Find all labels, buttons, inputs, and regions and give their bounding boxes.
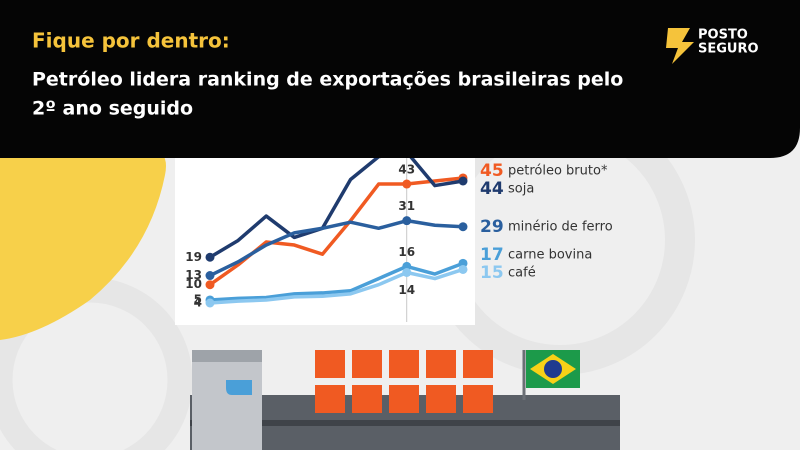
mid-label: 43: [398, 163, 415, 177]
start-label: 13: [185, 268, 202, 282]
series-line: [209, 218, 464, 278]
end-value-label: 44: [480, 179, 504, 199]
header-bar: [0, 0, 800, 158]
end-value-label: 45: [480, 161, 504, 181]
mid-label: 31: [398, 199, 415, 213]
flag-circle: [544, 360, 562, 378]
legend-name: petróleo bruto*: [508, 164, 608, 179]
point: [458, 222, 468, 232]
ship-window: [226, 380, 252, 395]
title: 2º ano seguido: [32, 98, 193, 120]
chart: 10 45 petróleo bruto* 19 44 soja 13 29 minério d…: [185, 147, 613, 310]
ship-cabin: [192, 350, 262, 450]
end-value-label: 15: [480, 263, 504, 283]
ship-stripe: [190, 420, 620, 426]
point: [402, 268, 412, 277]
point: [458, 264, 468, 274]
logo-text: POSTO: [698, 28, 748, 43]
point: [205, 298, 215, 308]
end-value-label: 29: [480, 217, 504, 237]
series-line: [209, 261, 464, 302]
start-label: 10: [185, 277, 202, 291]
point: [458, 176, 468, 186]
legend-name: café: [508, 266, 536, 281]
point: [402, 179, 412, 189]
start-label: 4: [194, 296, 202, 310]
mid-label: 14: [398, 283, 415, 297]
point: [205, 271, 215, 281]
end-value-label: 17: [480, 245, 504, 265]
containers: [315, 350, 493, 413]
yellow-blob: [0, 150, 166, 340]
ship-cabin-roof: [192, 350, 262, 362]
mid-label: 16: [398, 245, 415, 259]
point: [402, 216, 412, 226]
legend-name: soja: [508, 182, 534, 197]
legend-name: minério de ferro: [508, 220, 613, 235]
legend-name: carne bovina: [508, 248, 592, 263]
point: [205, 280, 215, 290]
kicker: Fique por dentro:: [32, 29, 230, 53]
point: [205, 252, 215, 262]
series-line: [209, 150, 464, 259]
logo-icon: [666, 28, 694, 64]
series-line: [209, 267, 464, 305]
start-label: 5: [194, 292, 202, 306]
start-label: 19: [185, 250, 202, 264]
logo-text: SEGURO: [698, 42, 759, 57]
title: Petróleo lidera ranking de exportações b…: [32, 69, 623, 91]
